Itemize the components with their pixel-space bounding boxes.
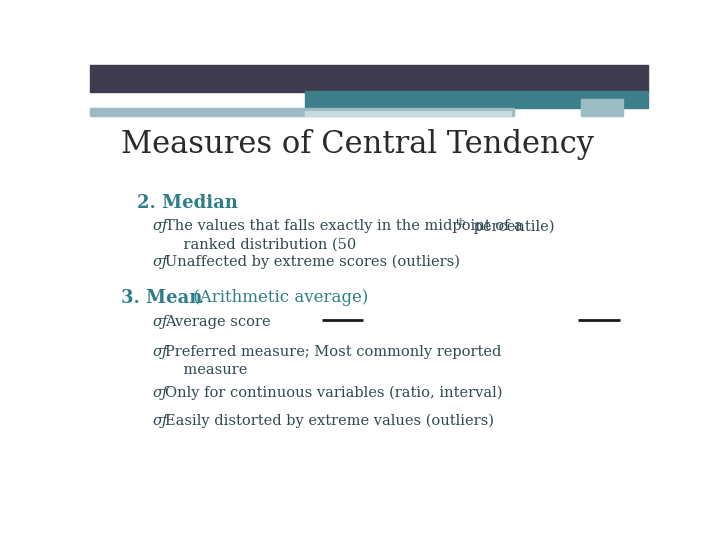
Text: σƒ: σƒ bbox=[153, 315, 168, 329]
Text: Average score: Average score bbox=[166, 315, 271, 329]
Bar bbox=[90, 65, 648, 92]
Text: Measures of Central Tendency: Measures of Central Tendency bbox=[121, 129, 594, 160]
Text: The values that falls exactly in the midpoint of a
    ranked distribution (50: The values that falls exactly in the mid… bbox=[166, 219, 523, 251]
Text: 3. Mean: 3. Mean bbox=[121, 289, 202, 307]
Text: σƒ: σƒ bbox=[153, 414, 168, 428]
Text: th: th bbox=[456, 218, 467, 227]
Text: percentile): percentile) bbox=[469, 219, 555, 234]
Text: σƒ: σƒ bbox=[153, 345, 168, 359]
Bar bbox=[305, 91, 648, 109]
Text: Easily distorted by extreme values (outliers): Easily distorted by extreme values (outl… bbox=[166, 414, 495, 428]
Bar bbox=[305, 111, 511, 116]
Text: Unaffected by extreme scores (outliers): Unaffected by extreme scores (outliers) bbox=[166, 255, 460, 269]
Bar bbox=[581, 99, 623, 116]
Text: Preferred measure; Most commonly reported
    measure: Preferred measure; Most commonly reporte… bbox=[166, 345, 502, 377]
Text: σƒ: σƒ bbox=[153, 219, 168, 233]
Text: 2. Median: 2. Median bbox=[138, 194, 238, 212]
Text: σƒ: σƒ bbox=[153, 386, 168, 400]
Bar bbox=[90, 108, 514, 116]
Text: σƒ: σƒ bbox=[153, 255, 168, 269]
Text: (Arithmetic average): (Arithmetic average) bbox=[188, 289, 368, 306]
Text: Only for continuous variables (ratio, interval): Only for continuous variables (ratio, in… bbox=[166, 386, 503, 400]
